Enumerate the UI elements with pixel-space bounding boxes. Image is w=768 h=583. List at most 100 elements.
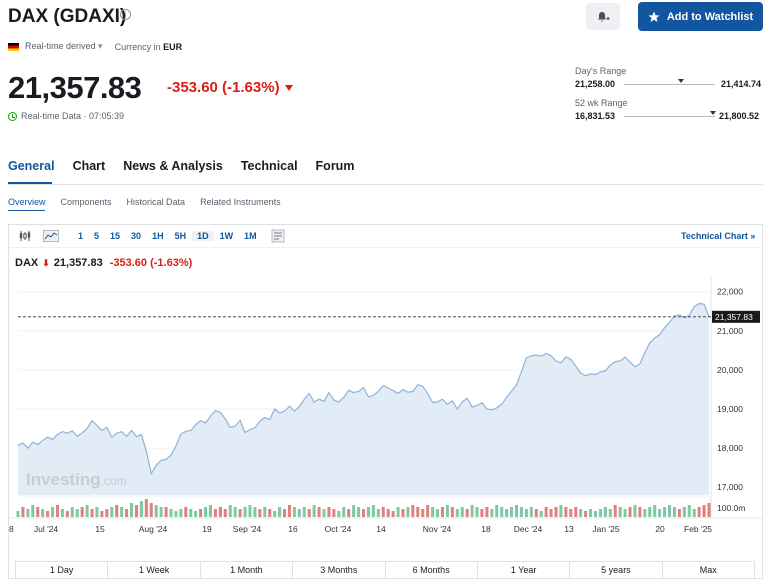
timeframe-5[interactable]: 5 bbox=[94, 231, 100, 241]
volume-bar bbox=[416, 507, 420, 517]
tab-chart[interactable]: Chart bbox=[72, 159, 106, 173]
timeframe-1m[interactable]: 1M bbox=[244, 231, 257, 241]
period-max[interactable]: Max bbox=[699, 565, 717, 575]
volume-bar bbox=[470, 505, 474, 517]
volume-bar bbox=[406, 507, 410, 517]
volume-bar bbox=[16, 511, 20, 517]
volume-bar bbox=[589, 509, 593, 517]
subtab-components[interactable]: Components bbox=[60, 197, 112, 207]
volume-bar bbox=[327, 507, 331, 517]
x-tick-label: Dec '24 bbox=[514, 524, 543, 534]
timeframe-30[interactable]: 30 bbox=[131, 231, 142, 241]
timeframe-5h[interactable]: 5H bbox=[174, 231, 187, 241]
info-icon[interactable]: i bbox=[120, 9, 131, 20]
timeframe-15[interactable]: 15 bbox=[110, 231, 121, 241]
volume-axis-label: 100.0m bbox=[717, 503, 745, 513]
page-title: DAX (GDAXI) bbox=[8, 6, 127, 27]
timeframe-1w[interactable]: 1W bbox=[219, 231, 234, 241]
tab-technical[interactable]: Technical bbox=[240, 159, 298, 173]
subtab-historical-data[interactable]: Historical Data bbox=[126, 197, 186, 207]
volume-bar bbox=[179, 509, 183, 517]
volume-bar bbox=[455, 509, 459, 517]
subtab-related-instruments[interactable]: Related Instruments bbox=[200, 197, 281, 207]
volume-bar bbox=[450, 507, 454, 517]
volume-bar bbox=[283, 509, 287, 517]
alert-button[interactable] bbox=[586, 3, 620, 30]
volume-bar bbox=[149, 503, 153, 517]
volume-bar bbox=[223, 509, 227, 517]
volume-bar bbox=[302, 507, 306, 517]
period-1-month[interactable]: 1 Month bbox=[201, 562, 294, 578]
volume-bar bbox=[421, 509, 425, 517]
volume-bar bbox=[125, 509, 129, 517]
volume-bar bbox=[608, 509, 612, 517]
timeframe-1d[interactable]: 1D bbox=[192, 231, 214, 241]
add-to-watchlist-label: Add to Watchlist bbox=[666, 10, 754, 23]
main-tabs: General Chart News & Analysis Technical … bbox=[8, 159, 354, 173]
star-icon bbox=[648, 11, 660, 22]
timeframe-1h[interactable]: 1H bbox=[152, 231, 164, 241]
period-3-months[interactable]: 3 Months bbox=[293, 562, 386, 578]
data-source-select[interactable]: Real-time derived ▾ bbox=[25, 41, 103, 51]
volume-bar bbox=[134, 505, 138, 517]
price-chart[interactable]: Investing.com 22,000 21,000 20,000 19,000 18,… bbox=[9, 275, 762, 541]
volume-bar bbox=[204, 507, 208, 517]
volume-bar bbox=[658, 509, 662, 517]
down-arrow-icon bbox=[284, 84, 293, 91]
sub-tabs: Overview Components Historical Data Rela… bbox=[8, 197, 281, 207]
period-6-months[interactable]: 6 Months bbox=[386, 562, 478, 578]
volume-bar bbox=[46, 511, 50, 517]
volume-bar bbox=[31, 505, 35, 517]
quote-meta: Real-time derived ▾ Currency in EUR bbox=[8, 41, 182, 52]
legend-price: 21,357.83 bbox=[53, 257, 103, 269]
volume-bar bbox=[199, 509, 203, 517]
volume-bar bbox=[95, 507, 99, 517]
52wk-range-low: 16,831.53 bbox=[575, 111, 616, 121]
period-5-years[interactable]: 5 years bbox=[570, 562, 663, 578]
day-range-low: 21,258.00 bbox=[575, 79, 616, 89]
volume-bar bbox=[273, 511, 277, 517]
volume-bar bbox=[213, 509, 217, 517]
volume-bar bbox=[569, 509, 573, 517]
technical-chart-link[interactable]: Technical Chart » bbox=[681, 231, 756, 241]
indicators-icon[interactable] bbox=[270, 229, 286, 243]
tab-general[interactable]: General bbox=[8, 159, 55, 173]
volume-bar bbox=[584, 511, 588, 517]
x-tick-label: Oct '24 bbox=[325, 524, 352, 534]
x-tick-label: 20 bbox=[655, 524, 665, 534]
volume-bar bbox=[366, 507, 370, 517]
tab-news-analysis[interactable]: News & Analysis bbox=[123, 159, 223, 173]
x-tick-label: 15 bbox=[95, 524, 105, 534]
last-price: 21,357.83 bbox=[8, 70, 142, 105]
volume-bar bbox=[445, 505, 449, 517]
active-subtab-indicator bbox=[8, 210, 45, 211]
area-chart-icon[interactable] bbox=[43, 229, 59, 243]
volume-bar bbox=[519, 507, 523, 517]
volume-bar bbox=[278, 507, 282, 517]
period-1-year[interactable]: 1 Year bbox=[478, 562, 571, 578]
volume-bar bbox=[707, 503, 711, 517]
day-range-bar bbox=[624, 84, 715, 85]
volume-bar bbox=[159, 507, 163, 517]
legend-symbol: DAX bbox=[15, 257, 39, 269]
volume-bar bbox=[490, 509, 494, 517]
volume-bar bbox=[667, 505, 672, 517]
candlestick-icon[interactable] bbox=[17, 229, 33, 243]
price-line bbox=[17, 302, 710, 476]
volume-bar bbox=[337, 511, 341, 517]
timeframe-1[interactable]: 1 bbox=[78, 231, 84, 241]
volume-bar bbox=[130, 503, 134, 517]
volume-bar bbox=[21, 507, 25, 517]
add-to-watchlist-button[interactable]: Add to Watchlist bbox=[638, 2, 763, 31]
volume-bar bbox=[633, 505, 637, 517]
tab-forum[interactable]: Forum bbox=[315, 159, 355, 173]
volume-bar bbox=[598, 509, 602, 517]
tabs-divider bbox=[8, 184, 763, 185]
volume-bar bbox=[628, 507, 632, 517]
period-1-week[interactable]: 1 Week bbox=[108, 562, 201, 578]
subtab-overview[interactable]: Overview bbox=[8, 197, 46, 207]
volume-bar bbox=[500, 507, 504, 517]
price-area bbox=[18, 303, 709, 495]
last-price-tag bbox=[712, 310, 760, 323]
period-1-day[interactable]: 1 Day bbox=[16, 562, 109, 578]
